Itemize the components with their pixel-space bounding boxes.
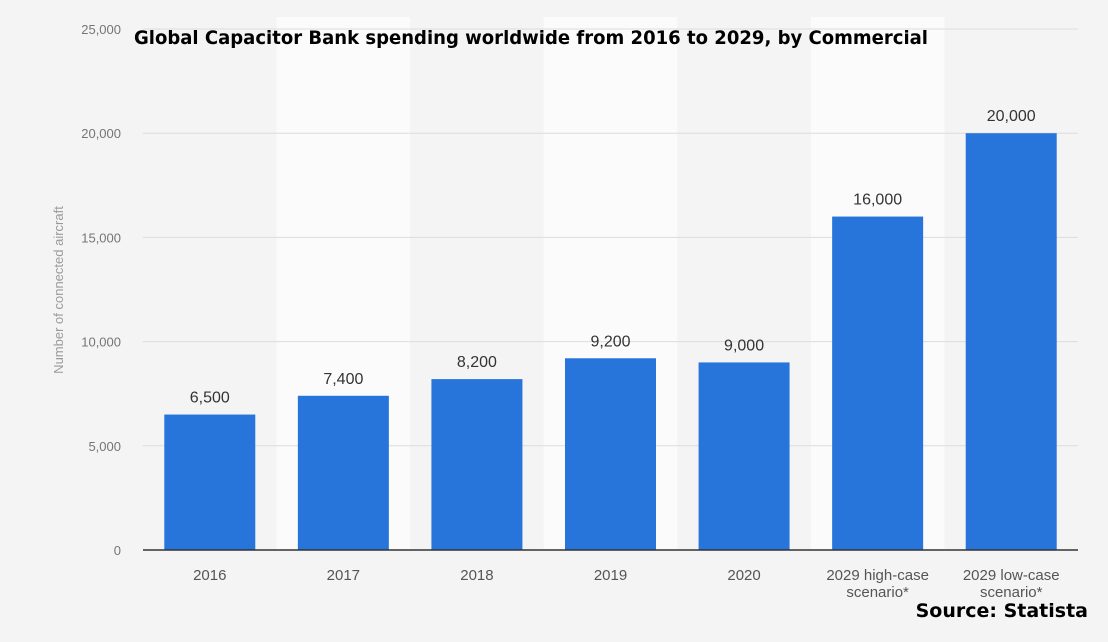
bar (698, 362, 790, 550)
y-axis-label: Number of connected aircraft (51, 206, 66, 374)
value-labels: 6,500 7,400 8,200 9,200 9,000 16,000 20,000 (190, 108, 1036, 406)
data-label: 6,500 (190, 390, 230, 407)
source-note: Source: Statista (916, 600, 1088, 622)
x-tick-label: 2018 (460, 567, 493, 584)
y-tick-label: 5,000 (88, 439, 121, 454)
bar (832, 216, 924, 550)
x-axis-ticks: 2016 2017 2018 2019 2020 2029 high-case scenar… (193, 567, 1059, 601)
y-tick-label: 15,000 (81, 230, 121, 245)
bars (164, 133, 1057, 550)
data-label: 20,000 (987, 108, 1036, 125)
x-tick-label: 2029 low-case scenario* (963, 567, 1060, 601)
y-axis-ticks: 0 5,000 10,000 15,000 20,000 25,000 (81, 22, 121, 558)
x-tick-label: 2020 (727, 567, 760, 584)
bar (164, 414, 256, 550)
bar (965, 133, 1057, 550)
data-label: 7,400 (323, 371, 363, 388)
chart-title: Global Capacitor Bank spending worldwide… (134, 27, 928, 49)
y-tick-label: 25,000 (81, 22, 121, 37)
bar (431, 379, 523, 550)
data-label: 8,200 (457, 354, 497, 371)
bar (565, 358, 656, 550)
data-label: 16,000 (853, 192, 902, 209)
y-tick-label: 20,000 (81, 126, 121, 141)
bar (297, 395, 389, 550)
y-tick-label: 10,000 (81, 335, 121, 350)
data-label: 9,200 (590, 333, 630, 350)
x-tick-label: 2016 (193, 567, 226, 584)
x-tick-label: 2029 high-case scenario* (826, 567, 929, 601)
y-tick-label: 0 (114, 543, 121, 558)
x-tick-label: 2017 (327, 567, 360, 584)
x-tick-label: 2019 (594, 567, 627, 584)
data-label: 9,000 (724, 337, 764, 354)
